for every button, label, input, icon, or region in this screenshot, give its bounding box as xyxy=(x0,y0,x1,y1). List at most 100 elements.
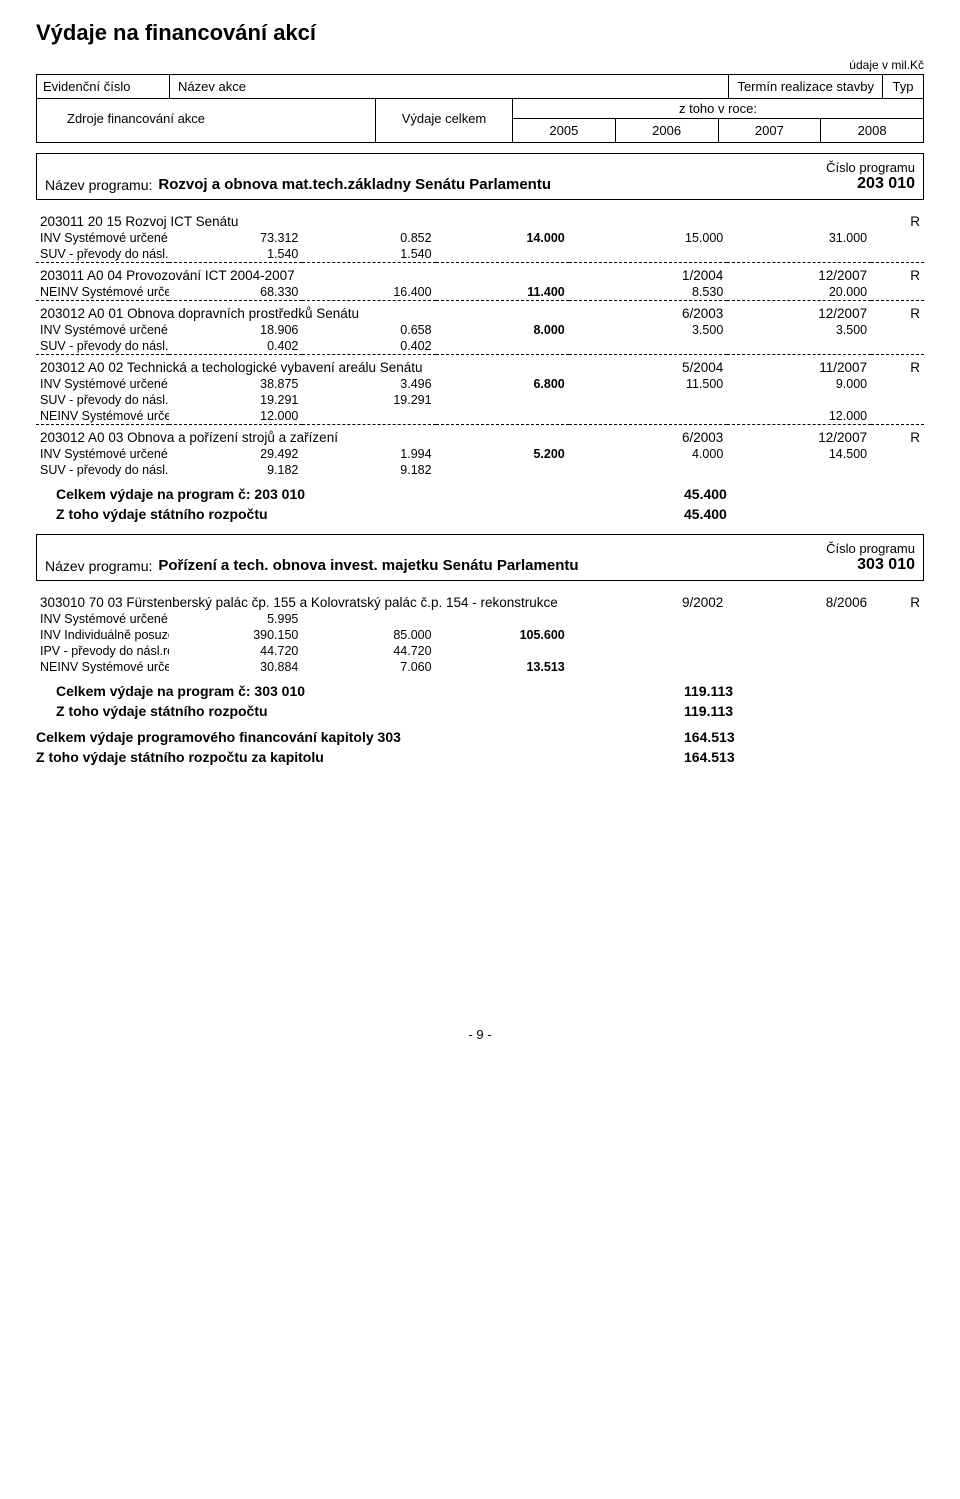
header-vydaje: Výdaje celkem xyxy=(375,99,512,142)
chapter-total-value: 164.513 xyxy=(684,729,924,745)
row-typ xyxy=(871,611,924,627)
row-val: 4.000 xyxy=(569,446,728,462)
row-label: INV Individuálně posuzované výdaje -posl… xyxy=(36,627,169,643)
row-val xyxy=(436,246,569,263)
program-total-value: 119.113 xyxy=(684,683,924,699)
row-val: 0.852 xyxy=(302,230,435,246)
row-val: 19.291 xyxy=(302,392,435,408)
row-val: 12.000 xyxy=(727,408,871,425)
header-year: 2008 xyxy=(820,119,923,142)
row-val: 14.000 xyxy=(436,230,569,246)
row-val: 390.150 xyxy=(169,627,302,643)
row-val: 3.500 xyxy=(727,322,871,338)
action-title-row: 203011 A0 04 Provozování ICT 2004-20071/… xyxy=(36,264,924,284)
row-val xyxy=(569,408,728,425)
row-typ xyxy=(871,376,924,392)
row-typ xyxy=(871,322,924,338)
action-typ: R xyxy=(871,591,924,611)
row-label: NEINV Systémové určené výdaje - posledně… xyxy=(36,659,169,675)
action-title-row: 203012 A0 03 Obnova a pořízení strojů a … xyxy=(36,426,924,446)
row-label: INV Systémové určené výdaje - posledně p… xyxy=(36,611,169,627)
data-row: SUV - převody do násl.roku ( -,+) prostř… xyxy=(36,338,924,355)
program-box: Název programu:Rozvoj a obnova mat.tech.… xyxy=(36,153,924,200)
program-totals: Celkem výdaje na program č: 303 010119.1… xyxy=(36,681,924,721)
row-val xyxy=(727,338,871,355)
row-typ xyxy=(871,462,924,478)
chapter-totals: Celkem výdaje programového financování k… xyxy=(36,727,924,767)
page-title: Výdaje na financování akcí xyxy=(36,20,924,46)
action-title-row: 203012 A0 01 Obnova dopravních prostředk… xyxy=(36,302,924,322)
action-date-to: 12/2007 xyxy=(727,426,871,446)
row-val xyxy=(727,462,871,478)
data-row: INV Systémové určené výdaje - posledně p… xyxy=(36,376,924,392)
action-title: 303010 70 03 Fürstenberský palác čp. 155… xyxy=(36,591,569,611)
row-val xyxy=(569,246,728,263)
header-typ: Typ xyxy=(882,75,923,99)
row-val xyxy=(727,246,871,263)
program-state-label: Z toho výdaje státního rozpočtu xyxy=(56,506,684,522)
row-val: 13.513 xyxy=(436,659,569,675)
action-title: 203011 20 15 Rozvoj ICT Senátu xyxy=(36,210,569,230)
row-val: 3.496 xyxy=(302,376,435,392)
row-val: 15.000 xyxy=(569,230,728,246)
program-state-value: 119.113 xyxy=(684,703,924,719)
row-val: 9.000 xyxy=(727,376,871,392)
row-val: 9.182 xyxy=(169,462,302,478)
action-date-from: 6/2003 xyxy=(569,426,728,446)
row-typ xyxy=(871,284,924,301)
row-val: 85.000 xyxy=(302,627,435,643)
row-val: 14.500 xyxy=(727,446,871,462)
row-label: NEINV Systémové určené výdaje - posledně… xyxy=(36,408,169,425)
row-val xyxy=(727,643,871,659)
row-val: 5.200 xyxy=(436,446,569,462)
action-date-from: 1/2004 xyxy=(569,264,728,284)
row-val: 1.994 xyxy=(302,446,435,462)
row-val: 1.540 xyxy=(169,246,302,263)
row-val xyxy=(569,643,728,659)
data-row: INV Systémové určené výdaje - posledně p… xyxy=(36,230,924,246)
action-date-to: 8/2006 xyxy=(727,591,871,611)
row-val: 0.402 xyxy=(169,338,302,355)
page-footer: - 9 - xyxy=(36,1027,924,1042)
program-code: 303 010 xyxy=(857,556,915,573)
row-val: 11.500 xyxy=(569,376,728,392)
action-typ: R xyxy=(871,426,924,446)
row-val: 31.000 xyxy=(727,230,871,246)
action-title: 203012 A0 01 Obnova dopravních prostředk… xyxy=(36,302,569,322)
row-label: SUV - převody do násl.roku ( -,+) prostř… xyxy=(36,246,169,263)
program-code: 203 010 xyxy=(857,175,915,192)
action-typ: R xyxy=(871,210,924,230)
header-termin: Termín realizace stavby xyxy=(728,75,882,99)
program-totals: Celkem výdaje na program č: 203 01045.40… xyxy=(36,484,924,524)
row-label: INV Systémové určené výdaje - posledně p… xyxy=(36,376,169,392)
row-label: INV Systémové určené výdaje - posledně p… xyxy=(36,230,169,246)
program-total-value: 45.400 xyxy=(684,486,924,502)
row-val: 3.500 xyxy=(569,322,728,338)
action-title: 203011 A0 04 Provozování ICT 2004-2007 xyxy=(36,264,569,284)
row-val: 44.720 xyxy=(302,643,435,659)
header-nazev-akce: Název akce xyxy=(170,75,728,99)
row-val: 1.540 xyxy=(302,246,435,263)
row-label: IPV - převody do násl.roku ( -,+) prostř… xyxy=(36,643,169,659)
action-title-row: 203011 20 15 Rozvoj ICT Senátu R xyxy=(36,210,924,230)
row-val: 19.291 xyxy=(169,392,302,408)
row-label: SUV - převody do násl.roku ( -,+) prostř… xyxy=(36,392,169,408)
row-val xyxy=(569,611,728,627)
program-total-label: Celkem výdaje na program č: 303 010 xyxy=(56,683,684,699)
action-typ: R xyxy=(871,302,924,322)
row-val xyxy=(302,611,435,627)
programs-container: Název programu:Rozvoj a obnova mat.tech.… xyxy=(36,153,924,721)
row-val xyxy=(436,462,569,478)
program-code-label: Číslo programu xyxy=(775,541,915,556)
row-typ xyxy=(871,246,924,263)
program-total-label: Celkem výdaje na program č: 203 010 xyxy=(56,486,684,502)
row-val xyxy=(569,462,728,478)
row-typ xyxy=(871,230,924,246)
row-val: 68.330 xyxy=(169,284,302,301)
program-code-label: Číslo programu xyxy=(775,160,915,175)
header-ev-cislo: Evidenční číslo xyxy=(37,75,170,99)
header-year: 2006 xyxy=(615,119,718,142)
row-val xyxy=(727,611,871,627)
program-label: Název programu: xyxy=(45,558,152,574)
row-val xyxy=(727,392,871,408)
